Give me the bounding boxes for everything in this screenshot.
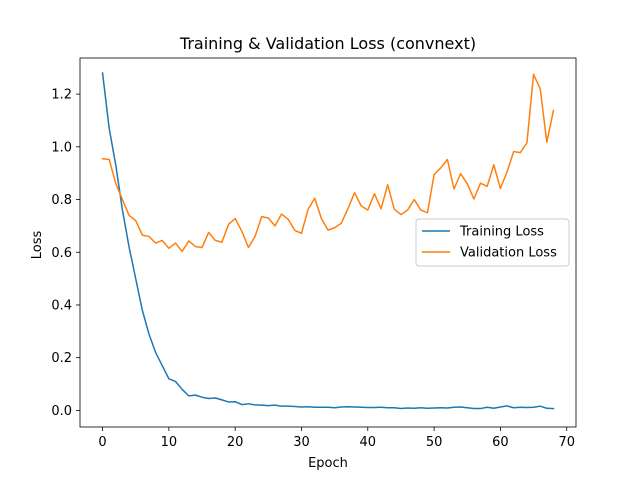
y-tick-label: 1.0 (51, 140, 72, 155)
series-line-validation-loss (101, 73, 555, 253)
x-tick-label: 40 (360, 435, 377, 450)
y-tick-label: 0.8 (51, 193, 72, 208)
series-line-training-loss (101, 72, 555, 410)
x-tick-label: 0 (98, 435, 106, 450)
y-axis-label: Loss (30, 231, 45, 260)
x-tick-label: 60 (492, 435, 509, 450)
legend: Training Loss Validation Loss (415, 218, 570, 267)
x-tick-label: 20 (227, 435, 244, 450)
plot-area (101, 72, 555, 410)
axes: 0 10 20 30 40 50 60 70 0.0 0.2 0.4 0.6 0.8 1.0 1.2 (51, 57, 577, 450)
x-tick-label: 10 (161, 435, 178, 450)
x-tick-label: 70 (558, 435, 575, 450)
chart-title: Training & Validation Loss (convnext) (179, 34, 476, 53)
legend-label-validation-loss: Validation Loss (460, 246, 557, 261)
y-tick-label: 0.2 (51, 351, 72, 366)
y-tick-label: 0.0 (51, 404, 72, 419)
x-axis-label: Epoch (308, 456, 348, 471)
x-tick-label: 30 (293, 435, 310, 450)
legend-box (415, 218, 570, 267)
legend-label-training-loss: Training Loss (459, 225, 544, 240)
x-tick-label: 50 (426, 435, 443, 450)
y-tick-label: 1.2 (51, 88, 72, 103)
axes-frame (79, 57, 577, 428)
y-tick-label: 0.6 (51, 246, 72, 261)
y-tick-label: 0.4 (51, 298, 72, 313)
